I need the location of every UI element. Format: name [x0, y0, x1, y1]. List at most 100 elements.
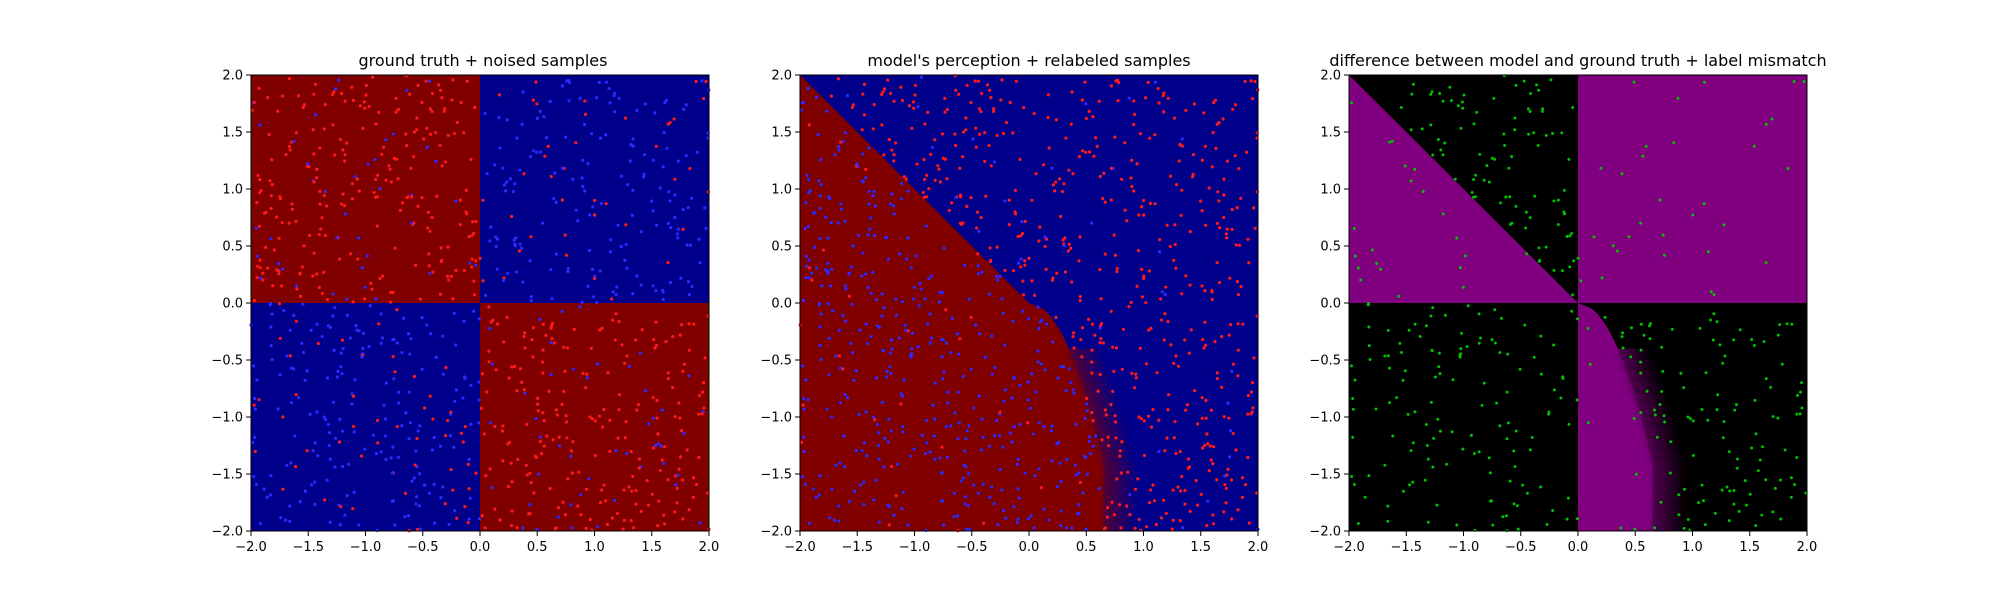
sample-point	[608, 449, 612, 453]
x-tick-label: 0.0	[1568, 540, 1589, 555]
mismatch-point	[1388, 140, 1392, 144]
relabeled-point	[806, 224, 811, 228]
relabeled-point	[884, 236, 888, 240]
panel-2-title: model's perception + relabeled samples	[867, 51, 1190, 70]
sample-point	[404, 411, 408, 415]
relabeled-point	[1039, 486, 1043, 490]
mismatch-point	[1409, 179, 1413, 183]
mismatch-point	[1716, 393, 1720, 397]
sample-point	[577, 470, 581, 474]
sample-point	[468, 496, 472, 500]
sample-point	[318, 146, 322, 150]
mismatch-point	[1709, 318, 1713, 322]
mismatch-point	[1632, 80, 1636, 84]
relabeled-point	[864, 167, 868, 171]
sample-point	[257, 398, 261, 402]
sample-point	[337, 440, 342, 444]
mismatch-point	[1795, 412, 1799, 416]
relabeled-point	[1200, 284, 1204, 288]
relabeled-point	[1064, 526, 1068, 530]
sample-point	[583, 99, 587, 103]
relabeled-point	[818, 194, 822, 198]
sample-point	[345, 494, 349, 498]
sample-point	[415, 128, 419, 132]
relabeled-point	[1162, 110, 1166, 114]
sample-point	[454, 268, 458, 272]
sample-point	[285, 463, 289, 467]
sample-point	[288, 519, 292, 523]
region-diff-bottom-right	[1578, 303, 1653, 531]
mismatch-point	[1350, 475, 1354, 479]
sample-point	[516, 457, 520, 462]
sample-point	[584, 386, 588, 390]
sample-point	[566, 266, 570, 271]
relabeled-point	[1095, 144, 1099, 148]
sample-point	[357, 236, 361, 240]
relabeled-point	[1059, 214, 1063, 219]
mismatch-point	[1538, 258, 1542, 262]
sample-point	[453, 508, 457, 513]
sample-point	[556, 506, 561, 510]
sample-point	[581, 371, 585, 375]
sample-point	[379, 450, 383, 454]
mismatch-point	[1535, 83, 1539, 87]
sample-point	[505, 118, 510, 122]
sample-point	[609, 238, 613, 242]
sample-point	[566, 477, 570, 481]
sample-point	[363, 447, 367, 451]
relabeled-point	[1170, 527, 1174, 531]
mismatch-point	[1513, 116, 1517, 120]
sample-point	[514, 236, 518, 240]
relabeled-point	[1099, 321, 1104, 326]
sample-point	[703, 206, 707, 210]
relabeled-point	[940, 338, 944, 342]
sample-point	[368, 304, 372, 308]
sample-point	[467, 457, 471, 461]
relabeled-point	[1157, 250, 1162, 254]
sample-point	[393, 523, 397, 527]
sample-point	[571, 440, 575, 444]
mismatch-point	[1792, 79, 1796, 83]
relabeled-point	[1016, 234, 1020, 239]
relabeled-point	[1047, 518, 1051, 522]
sample-point	[350, 182, 354, 186]
sample-point	[458, 223, 462, 227]
sample-point	[378, 187, 382, 191]
x-tick-label: 2.0	[1248, 540, 1269, 555]
relabeled-point	[1200, 396, 1204, 400]
sample-point	[585, 372, 589, 376]
mismatch-point	[1432, 436, 1436, 440]
relabeled-point	[1188, 283, 1192, 287]
sample-point	[290, 207, 295, 211]
relabeled-point	[912, 285, 916, 289]
relabeled-point	[1023, 263, 1027, 267]
relabeled-point	[1067, 168, 1071, 172]
mismatch-point	[1411, 480, 1415, 484]
sample-point	[382, 145, 386, 149]
relabeled-point	[1112, 513, 1117, 517]
relabeled-point	[1236, 293, 1241, 297]
sample-point	[639, 283, 643, 287]
sample-point	[551, 438, 555, 442]
relabeled-point	[1074, 473, 1078, 477]
mismatch-point	[1420, 127, 1424, 131]
relabeled-point	[1007, 198, 1011, 202]
relabeled-point	[1239, 284, 1243, 289]
sample-point	[682, 362, 686, 366]
sample-point	[360, 355, 364, 359]
relabeled-point	[959, 479, 963, 483]
sample-point	[681, 227, 685, 231]
sample-point	[478, 256, 482, 260]
relabeled-point	[1070, 280, 1074, 284]
relabeled-point	[1181, 526, 1185, 530]
mismatch-point	[1413, 322, 1417, 326]
relabeled-point	[862, 441, 866, 445]
sample-point	[381, 274, 385, 278]
sample-point	[364, 93, 368, 97]
sample-point	[364, 83, 368, 88]
relabeled-point	[1227, 416, 1231, 420]
sample-point	[301, 350, 306, 355]
sample-point	[684, 154, 688, 158]
sample-point	[624, 419, 628, 424]
relabeled-point	[923, 297, 927, 301]
